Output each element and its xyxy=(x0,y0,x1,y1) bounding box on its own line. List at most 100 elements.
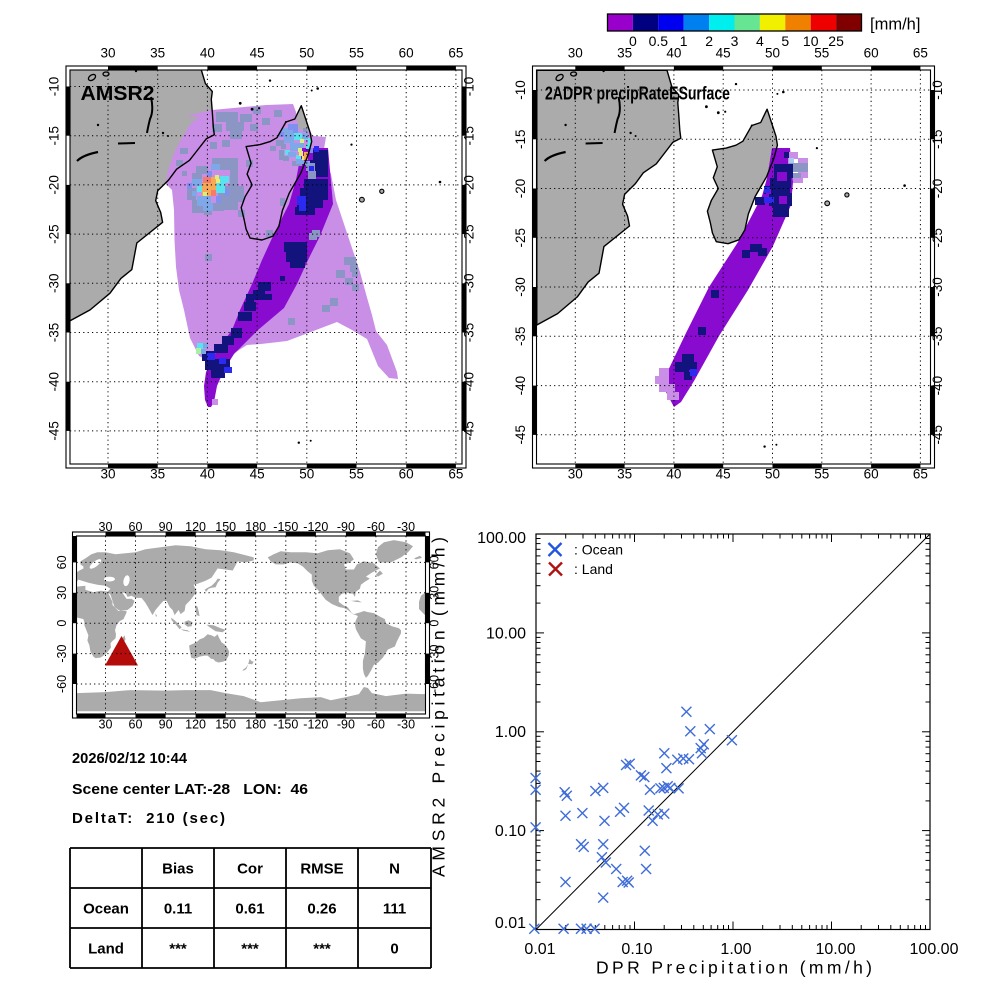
svg-text:-60: -60 xyxy=(367,520,385,534)
svg-text:-10: -10 xyxy=(930,80,945,100)
svg-text:0.10: 0.10 xyxy=(495,823,526,840)
svg-text:-20: -20 xyxy=(47,175,62,195)
svg-text:30: 30 xyxy=(99,718,113,732)
svg-text:Scene center LAT:-28 LON: 4: Scene center LAT:-28 LON: 46 xyxy=(72,781,308,798)
svg-text:-40: -40 xyxy=(462,372,477,392)
svg-text:0: 0 xyxy=(55,620,69,627)
svg-text:30: 30 xyxy=(568,46,583,61)
svg-text:35: 35 xyxy=(150,46,165,61)
svg-text:-20: -20 xyxy=(930,179,945,199)
svg-text:-60: -60 xyxy=(428,675,442,693)
svg-text:30: 30 xyxy=(99,520,113,534)
svg-text:-30: -30 xyxy=(397,520,415,534)
svg-text:-10: -10 xyxy=(513,80,528,100)
svg-text:-60: -60 xyxy=(367,718,385,732)
svg-text:60: 60 xyxy=(399,46,414,61)
svg-text:180: 180 xyxy=(245,520,266,534)
svg-text:-15: -15 xyxy=(47,126,62,146)
svg-text:60: 60 xyxy=(399,467,414,482)
svg-text:65: 65 xyxy=(448,46,463,61)
svg-text:-40: -40 xyxy=(513,376,528,396)
svg-text:50: 50 xyxy=(299,467,314,482)
svg-text:40: 40 xyxy=(666,46,681,61)
svg-text:-30: -30 xyxy=(55,645,69,663)
svg-text:0: 0 xyxy=(390,941,398,958)
svg-text:***: *** xyxy=(169,941,187,958)
svg-text:50: 50 xyxy=(299,46,314,61)
svg-text:-120: -120 xyxy=(303,718,328,732)
svg-text:0: 0 xyxy=(428,620,442,627)
svg-text:5: 5 xyxy=(781,33,789,49)
svg-text:30: 30 xyxy=(428,586,442,600)
svg-text:-40: -40 xyxy=(930,376,945,396)
svg-text:2026/02/12 10:44: 2026/02/12 10:44 xyxy=(72,750,188,767)
svg-text:AMSR2: AMSR2 xyxy=(81,83,155,105)
svg-text:100.00: 100.00 xyxy=(477,530,526,547)
svg-text:-35: -35 xyxy=(930,327,945,347)
svg-text:0.26: 0.26 xyxy=(307,901,336,918)
svg-text:-15: -15 xyxy=(462,126,477,146)
svg-text:-90: -90 xyxy=(337,718,355,732)
svg-text:45: 45 xyxy=(250,467,265,482)
svg-text:3: 3 xyxy=(731,33,739,49)
svg-text:Bias: Bias xyxy=(162,861,194,878)
svg-text:: Land: : Land xyxy=(574,561,613,577)
svg-text:-45: -45 xyxy=(513,425,528,445)
svg-text:10.00: 10.00 xyxy=(815,941,855,958)
svg-text:-25: -25 xyxy=(47,224,62,244)
svg-text:120: 120 xyxy=(185,718,206,732)
svg-text:65: 65 xyxy=(913,46,928,61)
svg-text:0: 0 xyxy=(629,33,637,49)
svg-text:RMSE: RMSE xyxy=(300,861,343,878)
svg-text:45: 45 xyxy=(250,46,265,61)
svg-text:90: 90 xyxy=(159,520,173,534)
svg-text:40: 40 xyxy=(200,46,215,61)
svg-text:40: 40 xyxy=(200,467,215,482)
svg-text:35: 35 xyxy=(617,467,632,482)
svg-text:0.10: 0.10 xyxy=(621,941,652,958)
svg-text:30: 30 xyxy=(100,467,115,482)
svg-text:-20: -20 xyxy=(513,179,528,199)
svg-text:65: 65 xyxy=(913,467,928,482)
svg-text:-150: -150 xyxy=(273,718,298,732)
svg-text:-30: -30 xyxy=(428,645,442,663)
svg-text:4: 4 xyxy=(756,33,764,49)
svg-text:Land: Land xyxy=(88,941,124,958)
svg-text:30: 30 xyxy=(568,467,583,482)
svg-text:55: 55 xyxy=(349,467,364,482)
svg-text:-45: -45 xyxy=(47,421,62,441)
svg-text:150: 150 xyxy=(215,520,236,534)
svg-text:-15: -15 xyxy=(930,130,945,150)
svg-text:50: 50 xyxy=(765,467,780,482)
svg-text:45: 45 xyxy=(716,46,731,61)
svg-text:Ocean: Ocean xyxy=(83,901,129,918)
svg-text:0.11: 0.11 xyxy=(164,901,192,918)
svg-text:60: 60 xyxy=(428,555,442,569)
svg-text:30: 30 xyxy=(100,46,115,61)
svg-text:-45: -45 xyxy=(462,421,477,441)
svg-text:-30: -30 xyxy=(462,274,477,294)
svg-text:-60: -60 xyxy=(55,675,69,693)
svg-text:***: *** xyxy=(313,941,331,958)
svg-text:0.01: 0.01 xyxy=(495,915,526,932)
svg-text:[mm/h]: [mm/h] xyxy=(870,16,920,34)
svg-text:45: 45 xyxy=(716,467,731,482)
svg-text:-30: -30 xyxy=(930,277,945,297)
svg-text:35: 35 xyxy=(150,467,165,482)
svg-text:N: N xyxy=(389,861,400,878)
svg-text:-35: -35 xyxy=(47,323,62,343)
svg-text:60: 60 xyxy=(864,467,879,482)
svg-text:-15: -15 xyxy=(513,130,528,150)
svg-text:35: 35 xyxy=(617,46,632,61)
svg-text:150: 150 xyxy=(215,718,236,732)
svg-text:-35: -35 xyxy=(462,323,477,343)
svg-text:-45: -45 xyxy=(930,425,945,445)
svg-text:65: 65 xyxy=(448,467,463,482)
svg-text:DeltaT: 210 (sec): DeltaT: 210 (sec) xyxy=(72,810,225,827)
svg-text:-10: -10 xyxy=(462,77,477,97)
svg-text:-25: -25 xyxy=(513,228,528,248)
svg-text:: Ocean: : Ocean xyxy=(574,542,623,558)
svg-text:***: *** xyxy=(241,941,259,958)
svg-text:90: 90 xyxy=(159,718,173,732)
svg-text:55: 55 xyxy=(814,46,829,61)
